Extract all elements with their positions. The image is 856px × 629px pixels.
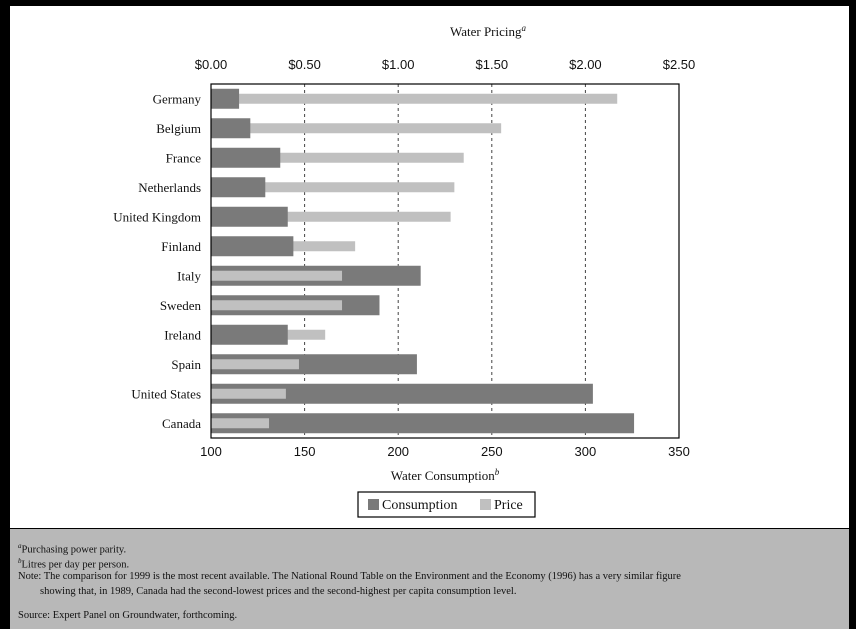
bar-price: [211, 418, 270, 429]
plot-frame: [210, 83, 680, 439]
bottom-tick-label: 100: [200, 444, 222, 459]
legend: Consumption Price: [357, 491, 536, 518]
bar-consumption: [211, 88, 240, 109]
bottom-tick-label: 300: [575, 444, 597, 459]
top-tick-label: $2.50: [663, 57, 696, 72]
source-line: Source: Expert Panel on Groundwater, for…: [18, 610, 238, 621]
bottom-tick-label: 250: [481, 444, 503, 459]
bar-price: [211, 182, 455, 193]
category-label: Sweden: [160, 298, 202, 313]
category-label: Italy: [177, 268, 201, 283]
bar-price: [211, 270, 343, 281]
top-tick-label: $2.00: [569, 57, 602, 72]
bar-consumption: [211, 383, 593, 404]
bottom-tick-label: 200: [387, 444, 409, 459]
legend-box: [357, 491, 536, 518]
bar-consumption: [211, 118, 251, 139]
category-label: Germany: [153, 91, 202, 106]
bar-price: [211, 359, 299, 370]
category-label: United Kingdom: [113, 209, 201, 224]
bar-price: [211, 388, 286, 399]
legend-label-price: Price: [494, 498, 523, 513]
legend-swatch-price: [480, 499, 491, 510]
category-label: Netherlands: [138, 180, 201, 195]
note-line-2: showing that, in 1989, Canada had the se…: [40, 586, 517, 597]
footnote-a: aPurchasing power parity.: [18, 542, 127, 556]
bar-consumption: [211, 177, 266, 198]
bar-consumption: [211, 324, 288, 345]
footnotes: aPurchasing power parity. bLitres per da…: [10, 529, 849, 629]
category-label: Ireland: [164, 327, 201, 342]
bottom-tick-label: 150: [294, 444, 316, 459]
category-label: Finland: [161, 239, 201, 254]
bottom-axis-title: Water Consumptionb: [391, 467, 500, 483]
top-tick-label: $1.50: [476, 57, 509, 72]
chart: Germany Belgium France Netherlands United Ki…: [113, 23, 695, 518]
footnote-b: bLitres per day per person.: [18, 557, 130, 571]
bar-price: [211, 152, 464, 163]
category-label: United States: [131, 386, 201, 401]
top-axis-title: Water Pricinga: [450, 23, 527, 39]
category-label: Belgium: [156, 121, 201, 136]
bar-price: [211, 93, 618, 104]
category-label: France: [166, 150, 202, 165]
bar-price: [211, 300, 343, 311]
bar-consumption: [211, 206, 288, 227]
top-tick-label: $1.00: [382, 57, 415, 72]
top-tick-label: $0.00: [195, 57, 228, 72]
bar-price: [211, 123, 502, 134]
note-line-1: Note: The comparison for 1999 is the mos…: [18, 571, 681, 582]
grid: [304, 84, 586, 438]
category-label: Spain: [171, 357, 201, 372]
labels: Germany Belgium France Netherlands United Ki…: [113, 57, 695, 459]
bar-consumption: [211, 413, 635, 434]
legend-swatch-consumption: [368, 499, 379, 510]
legend-label-consumption: Consumption: [382, 498, 457, 513]
chart-panel: Germany Belgium France Netherlands United Ki…: [10, 6, 849, 528]
bar-price: [211, 211, 451, 222]
bar-consumption: [211, 147, 281, 168]
bottom-tick-label: 350: [668, 444, 690, 459]
bars: [211, 88, 635, 434]
bar-consumption: [211, 236, 294, 257]
category-label: Canada: [162, 416, 201, 431]
top-tick-label: $0.50: [288, 57, 321, 72]
